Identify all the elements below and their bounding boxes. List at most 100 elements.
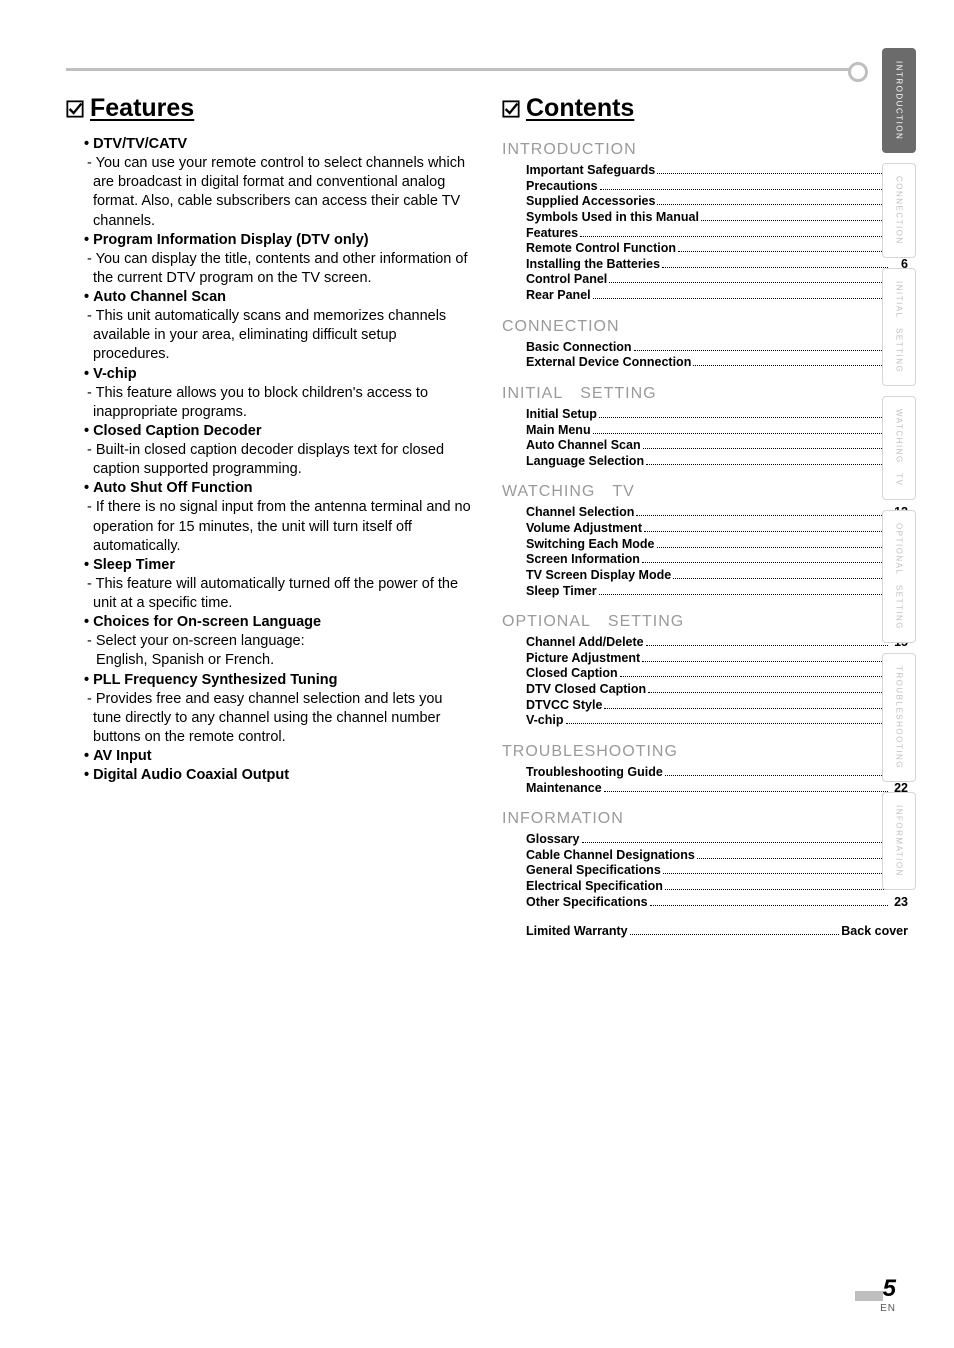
toc-row[interactable]: General Specifications23 bbox=[526, 863, 908, 879]
side-tab[interactable]: INITIAL SETTING bbox=[882, 268, 916, 386]
toc-label: Installing the Batteries bbox=[526, 257, 660, 273]
toc-row[interactable]: Precautions3 bbox=[526, 179, 908, 195]
contents-heading: Contents bbox=[502, 94, 908, 123]
toc-row[interactable]: Limited WarrantyBack cover bbox=[526, 924, 908, 940]
feature-title: Sleep Timer bbox=[84, 556, 472, 575]
toc-label: Auto Channel Scan bbox=[526, 438, 641, 454]
toc-dots bbox=[599, 594, 888, 595]
toc-row[interactable]: Channel Selection12 bbox=[526, 505, 908, 521]
toc-dots bbox=[657, 547, 889, 548]
checkbox-icon bbox=[66, 100, 84, 118]
feature-title: Choices for On-screen Language bbox=[84, 613, 472, 632]
toc-row[interactable]: Installing the Batteries6 bbox=[526, 257, 908, 273]
toc-dots bbox=[630, 934, 840, 935]
feature-item: V-chipThis feature allows you to block c… bbox=[84, 365, 472, 422]
toc-label: Initial Setup bbox=[526, 407, 597, 423]
toc-row[interactable]: V-chip18 bbox=[526, 713, 908, 729]
checkbox-icon bbox=[502, 100, 520, 118]
side-tab[interactable]: INTRODUCTION bbox=[882, 48, 916, 153]
toc-row[interactable]: Glossary23 bbox=[526, 832, 908, 848]
toc-row[interactable]: DTV Closed Caption17 bbox=[526, 682, 908, 698]
toc-section-title: OPTIONAL SETTING bbox=[502, 613, 908, 631]
toc-row[interactable]: Main Menu10 bbox=[526, 423, 908, 439]
toc-dots bbox=[636, 515, 888, 516]
features-heading: Features bbox=[66, 94, 472, 123]
toc-dots bbox=[648, 692, 888, 693]
toc-dots bbox=[657, 204, 888, 205]
toc-row[interactable]: Troubleshooting Guide21 bbox=[526, 765, 908, 781]
toc-section-title: WATCHING TV bbox=[502, 483, 908, 501]
side-tab[interactable]: WATCHING TV bbox=[882, 396, 916, 499]
toc-row[interactable]: Picture Adjustment15 bbox=[526, 651, 908, 667]
toc-dots bbox=[609, 282, 888, 283]
toc-label: DTVCC Style bbox=[526, 698, 602, 714]
toc-group: Basic Connection8External Device Connect… bbox=[502, 340, 908, 371]
side-tab[interactable]: INFORMATION bbox=[882, 792, 916, 890]
side-tab[interactable]: TROUBLESHOOTING bbox=[882, 653, 916, 782]
toc-row[interactable]: Remote Control Function6 bbox=[526, 241, 908, 257]
feature-description: Select your on-screen language: bbox=[84, 632, 472, 651]
toc-label: Control Panel bbox=[526, 272, 607, 288]
toc-row[interactable]: Supplied Accessories4 bbox=[526, 194, 908, 210]
toc-dots bbox=[697, 858, 888, 859]
toc-group: Important Safeguards2Precautions3Supplie… bbox=[502, 163, 908, 304]
toc-section-title: TROUBLESHOOTING bbox=[502, 743, 908, 761]
toc-label: Maintenance bbox=[526, 781, 602, 797]
side-tab[interactable]: CONNECTION bbox=[882, 163, 916, 258]
toc-row[interactable]: Basic Connection8 bbox=[526, 340, 908, 356]
toc-section-title: INITIAL SETTING bbox=[502, 385, 908, 403]
side-tab[interactable]: OPTIONAL SETTING bbox=[882, 510, 916, 643]
toc-dots bbox=[599, 417, 888, 418]
feature-item: DTV/TV/CATVYou can use your remote contr… bbox=[84, 135, 472, 231]
toc-row[interactable]: Screen Information13 bbox=[526, 552, 908, 568]
toc-label: Closed Caption bbox=[526, 666, 618, 682]
features-column: Features DTV/TV/CATVYou can use your rem… bbox=[66, 94, 476, 942]
toc-row[interactable]: External Device Connection9 bbox=[526, 355, 908, 371]
feature-title: Closed Caption Decoder bbox=[84, 422, 472, 441]
toc-row[interactable]: Language Selection11 bbox=[526, 454, 908, 470]
toc-row[interactable]: Important Safeguards2 bbox=[526, 163, 908, 179]
toc-row[interactable]: Control Panel7 bbox=[526, 272, 908, 288]
toc-row[interactable]: Cable Channel Designations23 bbox=[526, 848, 908, 864]
toc-label: Volume Adjustment bbox=[526, 521, 642, 537]
toc-dots bbox=[642, 661, 888, 662]
toc-row[interactable]: Maintenance22 bbox=[526, 781, 908, 797]
toc-row[interactable]: Initial Setup10 bbox=[526, 407, 908, 423]
toc-row[interactable]: Auto Channel Scan11 bbox=[526, 438, 908, 454]
feature-item: AV Input bbox=[84, 747, 472, 766]
feature-description: Provides free and easy channel selection… bbox=[84, 690, 472, 747]
toc-row[interactable]: Features5 bbox=[526, 226, 908, 242]
toc-dots bbox=[678, 251, 888, 252]
toc-label: Troubleshooting Guide bbox=[526, 765, 663, 781]
feature-description: English, Spanish or French. bbox=[84, 651, 472, 670]
feature-item: PLL Frequency Synthesized TuningProvides… bbox=[84, 671, 472, 748]
toc-row[interactable]: Switching Each Mode13 bbox=[526, 537, 908, 553]
toc-dots bbox=[650, 905, 888, 906]
toc-dots bbox=[701, 220, 888, 221]
toc-label: Main Menu bbox=[526, 423, 591, 439]
toc-label: Switching Each Mode bbox=[526, 537, 655, 553]
toc-row[interactable]: Closed Caption16 bbox=[526, 666, 908, 682]
toc-row[interactable]: Rear Panel7 bbox=[526, 288, 908, 304]
toc-row[interactable]: Sleep Timer14 bbox=[526, 584, 908, 600]
toc-row[interactable]: DTVCC Style17 bbox=[526, 698, 908, 714]
features-title: Features bbox=[90, 94, 194, 123]
toc-label: Channel Selection bbox=[526, 505, 634, 521]
toc-label: Screen Information bbox=[526, 552, 640, 568]
toc-label: Cable Channel Designations bbox=[526, 848, 695, 864]
top-divider bbox=[66, 68, 854, 71]
page-bar-decoration bbox=[855, 1291, 883, 1301]
feature-description: You can use your remote control to selec… bbox=[84, 154, 472, 231]
toc-dots bbox=[644, 531, 888, 532]
toc-label: Symbols Used in this Manual bbox=[526, 210, 699, 226]
toc-section-title: INFORMATION bbox=[502, 810, 908, 828]
toc-dots bbox=[634, 350, 888, 351]
toc-row[interactable]: Other Specifications23 bbox=[526, 895, 908, 911]
toc-row[interactable]: Volume Adjustment12 bbox=[526, 521, 908, 537]
page-language: EN bbox=[855, 1303, 896, 1314]
toc-row[interactable]: Symbols Used in this Manual4 bbox=[526, 210, 908, 226]
toc-row[interactable]: Electrical Specification23 bbox=[526, 879, 908, 895]
toc-row[interactable]: Channel Add/Delete15 bbox=[526, 635, 908, 651]
feature-description: If there is no signal input from the ant… bbox=[84, 498, 472, 555]
toc-row[interactable]: TV Screen Display Mode14 bbox=[526, 568, 908, 584]
